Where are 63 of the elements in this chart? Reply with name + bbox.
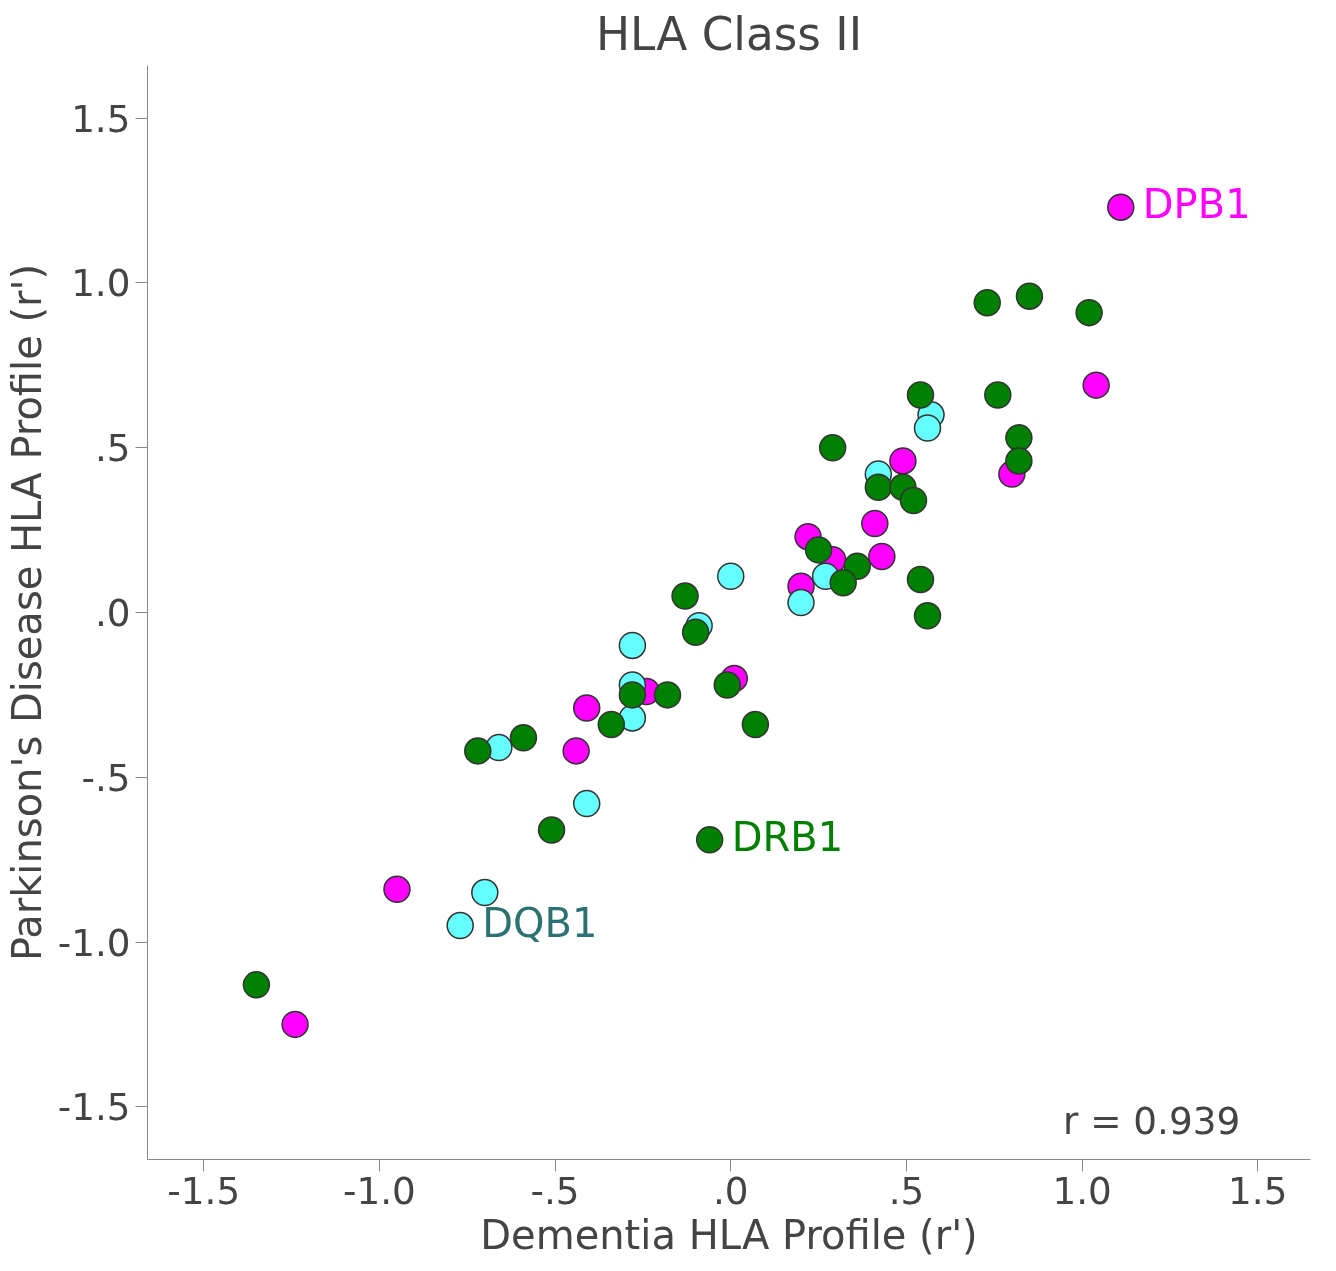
point [864,473,893,502]
point [572,694,601,722]
point [1075,298,1103,327]
series-label: DQB1 [482,899,598,946]
annotation: r = 0.939 [1063,1099,1241,1144]
x-tick-label: -1.0 [342,1168,416,1213]
y-tick-label: 1.0 [71,261,131,306]
point [973,289,1001,317]
series-label: DRB1 [731,813,844,860]
y-tick-label: .0 [94,591,131,635]
point [242,971,271,999]
series-label: DPB1 [1142,181,1251,228]
x-tick-label: -.5 [530,1168,580,1213]
point [509,723,538,752]
y-tick-label: -.5 [81,755,131,800]
point [1015,282,1044,310]
point [464,737,492,765]
point [1082,371,1110,399]
y-tick-label: -1.5 [57,1085,131,1130]
point [818,434,847,462]
point [1107,193,1135,221]
point [899,486,928,515]
point [618,681,647,709]
y-axis-title: Parkinson's Disease HLA Profile (r') [3,263,50,962]
point [713,671,741,699]
point [913,602,942,630]
x-tick-label: .0 [712,1168,749,1213]
point [906,381,935,409]
x-tick-label: .5 [888,1168,925,1213]
point [471,878,499,907]
point [281,1010,309,1039]
point [829,569,857,597]
point [717,562,745,590]
point [562,737,590,765]
point [446,911,474,940]
x-tick-label: 1.5 [1228,1168,1288,1213]
point [913,414,942,442]
point [618,631,647,660]
point [383,875,411,904]
point [861,509,889,538]
chart-title: HLA Class II [595,7,863,61]
point [671,582,699,610]
point [653,681,682,709]
x-tick-label: -1.5 [167,1168,241,1213]
point [1005,447,1033,475]
point [681,618,710,646]
y-tick-label: .5 [94,426,131,471]
point [889,447,917,475]
point [537,816,566,844]
point [868,542,896,571]
point [804,536,833,564]
x-axis-title: Dementia HLA Profile (r') [480,1211,978,1258]
x-tick-label: 1.0 [1052,1168,1112,1213]
y-tick-label: 1.5 [71,96,131,141]
y-tick-label: -1.0 [57,920,131,965]
point [906,565,935,594]
point [695,826,724,854]
point [597,710,626,739]
point [572,789,601,818]
point [1005,424,1033,452]
point [984,381,1012,409]
point [787,588,815,617]
point [741,710,770,739]
